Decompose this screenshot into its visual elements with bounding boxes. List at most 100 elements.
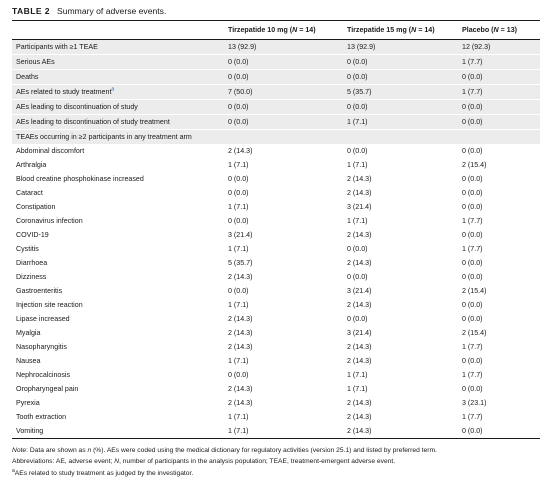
value-cell: 0 (0.0): [224, 99, 343, 115]
teae-row: Pyrexia 2 (14.3) 2 (14.3) 3 (23.1): [12, 396, 540, 410]
value-cell: 0 (0.0): [343, 69, 458, 85]
row-label: AEs leading to discontinuation of study: [12, 99, 224, 115]
row-label: Serious AEs: [12, 54, 224, 70]
teae-row: Nephrocalcinosis 0 (0.0) 1 (7.1) 1 (7.7): [12, 368, 540, 382]
value-cell: 2 (14.3): [347, 189, 372, 197]
value-cell: 3 (21.4): [228, 231, 253, 239]
row-label: Participants with ≥1 TEAE: [12, 39, 224, 55]
value-cell: 0 (0.0): [462, 189, 483, 197]
value-cell: 0 (0.0): [228, 287, 249, 295]
value-cell: 5 (35.7): [343, 84, 458, 100]
value-cell: 2 (14.3): [347, 343, 372, 351]
row-label: Vomiting: [12, 424, 224, 439]
teae-row: Blood creatine phosphokinase increased 0 …: [12, 172, 540, 186]
row-label: Dizziness: [16, 273, 47, 281]
value-cell: 1 (7.1): [228, 161, 249, 169]
value-cell: 1 (7.1): [347, 385, 368, 393]
row-label: Nausea: [16, 357, 41, 365]
teae-row: Nasopharyngitis 2 (14.3) 2 (14.3) 1 (7.7): [12, 340, 540, 354]
footnote-line: aAEs related to study treatment as judge…: [12, 467, 194, 477]
teae-row: COVID-19 3 (21.4) 2 (14.3) 0 (0.0): [12, 228, 540, 242]
value-cell: 0 (0.0): [462, 273, 483, 281]
teae-row: Constipation 1 (7.1) 3 (21.4) 0 (0.0): [12, 200, 540, 214]
summary-row: Deaths 0 (0.0) 0 (0.0) 0 (0.0): [12, 69, 540, 85]
value-cell: 2 (15.4): [462, 287, 487, 295]
row-label: Tooth extraction: [16, 413, 67, 421]
value-cell: 0 (0.0): [343, 99, 458, 115]
summary-row: AEs leading to discontinuation of study …: [12, 114, 540, 130]
value-cell: 2 (14.3): [228, 343, 253, 351]
value-cell: 0 (0.0): [347, 315, 368, 323]
row-label: Diarrhoea: [16, 259, 48, 267]
teae-row: Injection site reaction 1 (7.1) 2 (14.3) 0 …: [12, 298, 540, 312]
summary-row: Participants with ≥1 TEAE 13 (92.9) 13 (92…: [12, 39, 540, 55]
teae-row: Cataract 0 (0.0) 2 (14.3) 0 (0.0): [12, 186, 540, 200]
row-label: Arthralgia: [16, 161, 47, 169]
value-cell: 0 (0.0): [228, 175, 249, 183]
table-caption: TABLE 2 Summary of adverse events.: [12, 6, 166, 17]
teae-row: Vomiting 1 (7.1) 2 (14.3) 0 (0.0): [12, 424, 540, 439]
teae-row: Dizziness 2 (14.3) 0 (0.0) 0 (0.0): [12, 270, 540, 284]
value-cell: 0 (0.0): [462, 203, 483, 211]
value-cell: 0 (0.0): [462, 175, 483, 183]
row-label: Injection site reaction: [16, 301, 83, 309]
value-cell: 1 (7.7): [462, 343, 483, 351]
row-label: COVID-19: [16, 231, 49, 239]
value-cell: 0 (0.0): [347, 245, 368, 253]
value-cell: 1 (7.1): [228, 357, 249, 365]
row-label: Lipase increased: [16, 315, 70, 323]
value-cell: 0 (0.0): [462, 315, 483, 323]
teae-row: Myalgia 2 (14.3) 3 (21.4) 2 (15.4): [12, 326, 540, 340]
table-body: Participants with ≥1 TEAE 13 (92.9) 13 (92…: [12, 39, 540, 439]
value-cell: 2 (14.3): [228, 273, 253, 281]
table-label: TABLE 2: [12, 6, 50, 16]
value-cell: 1 (7.7): [462, 413, 483, 421]
row-label: Deaths: [12, 69, 224, 85]
column-header: Placebo (N = 13): [458, 20, 540, 40]
value-cell: 1 (7.1): [228, 203, 249, 211]
empty-cell: [224, 129, 343, 144]
value-cell: 0 (0.0): [228, 371, 249, 379]
header-row: Tirzepatide 10 mg (N = 14) Tirzepatide 1…: [12, 20, 540, 40]
value-cell: 1 (7.1): [343, 114, 458, 130]
value-cell: 0 (0.0): [347, 147, 368, 155]
row-label: AEs related to study treatmenta: [12, 84, 224, 100]
row-label: AEs leading to discontinuation of study …: [12, 114, 224, 130]
summary-row: AEs leading to discontinuation of study 0…: [12, 99, 540, 115]
footnote-marker: a: [111, 86, 115, 93]
teae-row: Cystitis 1 (7.1) 0 (0.0) 1 (7.7): [12, 242, 540, 256]
row-label: Pyrexia: [16, 399, 40, 407]
value-cell: 0 (0.0): [458, 424, 540, 439]
value-cell: 0 (0.0): [462, 259, 483, 267]
column-header: Tirzepatide 10 mg (N = 14): [224, 20, 343, 40]
value-cell: 5 (35.7): [228, 259, 253, 267]
value-cell: 0 (0.0): [347, 273, 368, 281]
value-cell: 0 (0.0): [343, 54, 458, 70]
value-cell: 1 (7.1): [228, 413, 249, 421]
value-cell: 1 (7.1): [347, 371, 368, 379]
value-cell: 13 (92.9): [343, 39, 458, 55]
value-cell: 2 (14.3): [228, 315, 253, 323]
value-cell: 1 (7.1): [228, 301, 249, 309]
value-cell: 0 (0.0): [458, 99, 540, 115]
value-cell: 2 (14.3): [347, 259, 372, 267]
value-cell: 2 (14.3): [347, 413, 372, 421]
row-label: Oropharyngeal pain: [16, 385, 79, 393]
table-title: Summary of adverse events.: [56, 6, 167, 16]
value-cell: 2 (14.3): [343, 424, 458, 439]
value-cell: 0 (0.0): [458, 69, 540, 85]
adverse-events-table: Tirzepatide 10 mg (N = 14) Tirzepatide 1…: [12, 20, 540, 439]
row-label: Nasopharyngitis: [16, 343, 67, 351]
value-cell: 2 (14.3): [228, 329, 253, 337]
value-cell: 2 (14.3): [228, 147, 253, 155]
section-heading-row: TEAEs occurring in ≥2 participants in an…: [12, 129, 540, 144]
row-label: Nephrocalcinosis: [16, 371, 71, 379]
row-label: Gastroenteritis: [16, 287, 63, 295]
value-cell: 1 (7.1): [347, 161, 368, 169]
value-cell: 2 (14.3): [347, 357, 372, 365]
value-cell: 1 (7.7): [462, 245, 483, 253]
value-cell: 0 (0.0): [462, 231, 483, 239]
row-label: Coronavirus infection: [16, 217, 83, 225]
value-cell: 3 (23.1): [462, 399, 487, 407]
